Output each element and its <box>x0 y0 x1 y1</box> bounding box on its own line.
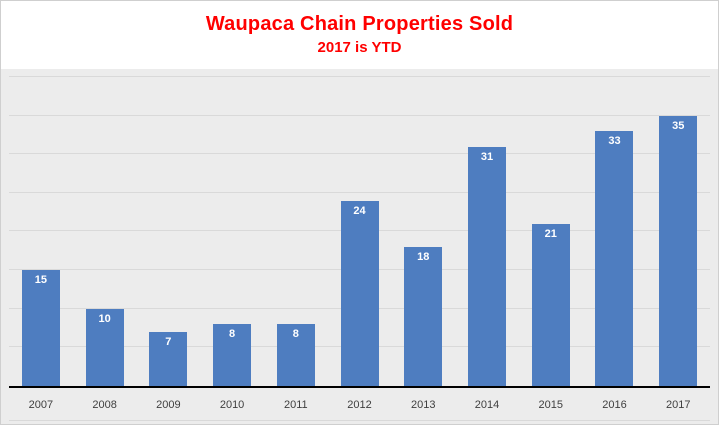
bar-value-label: 33 <box>608 135 621 147</box>
chart-subtitle: 2017 is YTD <box>317 39 402 56</box>
bar-value-label: 15 <box>34 274 47 286</box>
bar-2008: 10 <box>85 309 124 386</box>
gridline <box>9 153 710 154</box>
bar-2009: 7 <box>149 332 188 386</box>
x-tick-label: 2016 <box>602 399 627 411</box>
bar-column: 21 <box>519 69 583 386</box>
chart-title: Waupaca Chain Properties Sold <box>205 13 514 35</box>
bar-value-label: 8 <box>292 328 299 340</box>
gridline <box>9 192 710 193</box>
plot-area: 15 10 7 8 8 24 18 31 21 33 35 2007 2008 2009 2010 2011… <box>1 69 718 424</box>
x-tick-label: 2012 <box>347 399 372 411</box>
x-tick-label: 2008 <box>92 399 117 411</box>
bottom-gridline <box>9 420 710 421</box>
bar-value-label: 10 <box>98 313 111 325</box>
bar-value-label: 24 <box>353 205 366 217</box>
x-tick-label: 2011 <box>283 399 308 411</box>
bar-2011: 8 <box>276 324 315 386</box>
bar-value-label: 31 <box>480 151 494 163</box>
bar-value-label: 7 <box>165 336 172 348</box>
bar-2010: 8 <box>213 324 252 386</box>
bar-column: 35 <box>646 69 710 386</box>
chart-header: Waupaca Chain Properties Sold 2017 is YT… <box>1 1 718 69</box>
bar-column: 10 <box>73 69 137 386</box>
plot-grid: 15 10 7 8 8 24 18 31 21 33 35 <box>9 69 710 388</box>
bar-2017: 35 <box>659 116 698 386</box>
x-tick-label: 2007 <box>28 399 54 411</box>
x-axis-labels: 2007 2008 2009 2010 2011 2012 2013 2014 2015 2016… <box>9 388 710 420</box>
x-tick-label: 2010 <box>219 399 245 411</box>
bar-column: 8 <box>264 69 328 386</box>
bar-value-label: 35 <box>672 120 685 132</box>
bar-2014: 31 <box>468 147 506 386</box>
gridline <box>9 115 710 116</box>
bar-value-label: 21 <box>544 228 557 240</box>
bar-2015: 21 <box>531 224 570 386</box>
bar-column: 24 <box>328 69 392 386</box>
gridline <box>9 76 710 77</box>
bar-value-label: 18 <box>417 251 430 263</box>
bar-column: 8 <box>200 69 264 386</box>
x-tick-label: 2015 <box>538 399 563 411</box>
bar-column: 18 <box>391 69 455 386</box>
bar-2013: 18 <box>404 247 443 386</box>
bar-2016: 33 <box>595 131 634 386</box>
x-tick-label: 2014 <box>474 399 500 411</box>
bar-value-label: 8 <box>229 328 236 340</box>
bars-group: 15 10 7 8 8 24 18 31 21 33 35 <box>9 69 710 386</box>
bar-2012: 24 <box>340 201 379 386</box>
bar-column: 15 <box>9 69 73 386</box>
bar-2007: 15 <box>21 270 60 386</box>
bar-column: 33 <box>583 69 647 386</box>
x-tick-label: 2013 <box>411 399 436 411</box>
bar-column: 7 <box>136 69 200 386</box>
x-tick-label: 2009 <box>156 399 181 411</box>
bar-column: 31 <box>455 69 519 386</box>
x-tick-label: 2017 <box>665 399 691 411</box>
